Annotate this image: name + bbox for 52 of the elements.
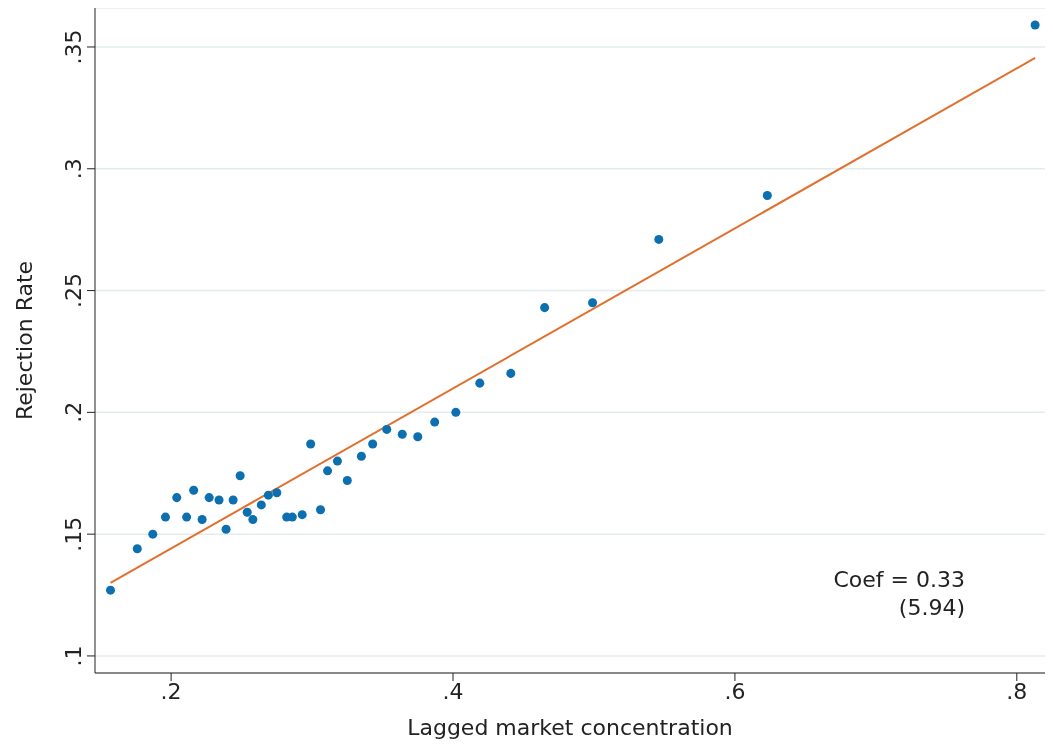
y-tick-label: .15 bbox=[61, 516, 86, 552]
y-axis-title: Rejection Rate bbox=[11, 260, 37, 421]
x-tick-label: .4 bbox=[442, 678, 464, 704]
point bbox=[540, 303, 550, 313]
y-tick-label: .3 bbox=[61, 158, 86, 180]
point bbox=[182, 512, 192, 522]
point bbox=[228, 495, 238, 505]
x-tick-label: .2 bbox=[160, 678, 182, 704]
point bbox=[248, 515, 258, 525]
y-tick-label: .25 bbox=[61, 273, 86, 309]
point bbox=[451, 407, 461, 417]
point bbox=[272, 488, 282, 498]
point bbox=[397, 429, 407, 439]
point bbox=[1030, 20, 1040, 30]
point bbox=[197, 515, 207, 525]
point bbox=[204, 493, 214, 503]
point bbox=[342, 476, 352, 486]
point bbox=[132, 544, 142, 554]
x-tick-label: .8 bbox=[1006, 678, 1028, 704]
annotation: Coef = 0.33 bbox=[833, 566, 965, 594]
point bbox=[160, 512, 170, 522]
point bbox=[588, 298, 598, 308]
point bbox=[242, 507, 252, 517]
point bbox=[256, 500, 266, 510]
point bbox=[105, 585, 116, 595]
point bbox=[413, 432, 423, 442]
point bbox=[214, 495, 224, 505]
point bbox=[148, 529, 158, 539]
point bbox=[316, 505, 326, 515]
point bbox=[306, 439, 316, 449]
point bbox=[506, 368, 516, 378]
y-tick-label: .2 bbox=[61, 401, 86, 423]
point bbox=[263, 490, 273, 500]
point bbox=[382, 424, 392, 434]
point bbox=[323, 466, 333, 476]
point bbox=[762, 191, 772, 201]
point bbox=[235, 471, 245, 481]
point bbox=[332, 456, 342, 466]
point bbox=[172, 493, 182, 503]
x-tick-label: .6 bbox=[724, 678, 746, 704]
point bbox=[654, 234, 664, 244]
x-axis-title: Lagged market concentration bbox=[407, 715, 733, 740]
annotation: (5.94) bbox=[897, 594, 965, 622]
point bbox=[221, 524, 231, 534]
y-tick-label: .1 bbox=[61, 645, 86, 667]
point bbox=[368, 439, 378, 449]
point bbox=[356, 451, 366, 461]
point bbox=[430, 417, 440, 427]
point bbox=[189, 485, 199, 495]
point bbox=[297, 510, 307, 520]
y-tick-label: .35 bbox=[61, 29, 86, 65]
point bbox=[475, 378, 485, 388]
